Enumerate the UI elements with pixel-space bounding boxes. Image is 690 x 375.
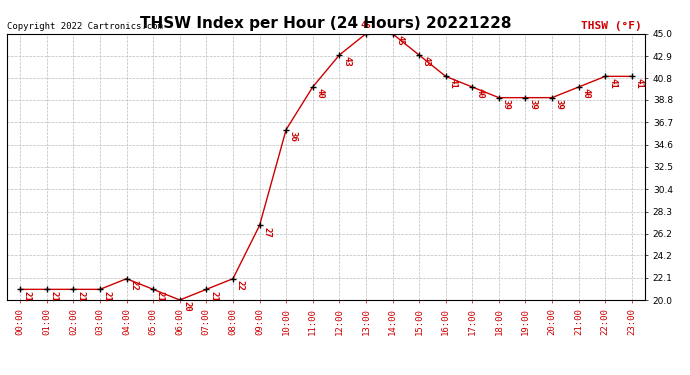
Text: 40: 40: [475, 88, 484, 99]
Text: 27: 27: [262, 227, 271, 238]
Text: 43: 43: [342, 57, 351, 67]
Text: 21: 21: [103, 291, 112, 302]
Text: 22: 22: [236, 280, 245, 291]
Text: 40: 40: [582, 88, 591, 99]
Text: 21: 21: [156, 291, 165, 302]
Text: 41: 41: [608, 78, 617, 88]
Text: 41: 41: [635, 78, 644, 88]
Text: 39: 39: [502, 99, 511, 110]
Text: 36: 36: [289, 131, 298, 142]
Text: 21: 21: [209, 291, 218, 302]
Text: 39: 39: [529, 99, 538, 110]
Text: THSW (°F): THSW (°F): [581, 21, 642, 31]
Text: 45: 45: [361, 21, 371, 30]
Text: 21: 21: [23, 291, 32, 302]
Text: 43: 43: [422, 57, 431, 67]
Text: Copyright 2022 Cartronics.com: Copyright 2022 Cartronics.com: [7, 22, 163, 31]
Text: 39: 39: [555, 99, 564, 110]
Text: 21: 21: [50, 291, 59, 302]
Text: 41: 41: [448, 78, 457, 88]
Text: 45: 45: [395, 35, 404, 46]
Text: 40: 40: [315, 88, 324, 99]
Text: 21: 21: [76, 291, 85, 302]
Text: 22: 22: [129, 280, 139, 291]
Title: THSW Index per Hour (24 Hours) 20221228: THSW Index per Hour (24 Hours) 20221228: [140, 16, 512, 31]
Text: 20: 20: [183, 302, 192, 312]
